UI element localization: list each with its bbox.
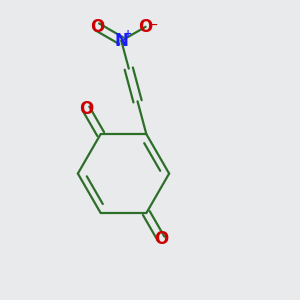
Text: O: O <box>90 18 104 36</box>
Text: O: O <box>154 230 168 247</box>
Text: −: − <box>149 20 158 29</box>
Text: N: N <box>114 32 128 50</box>
Text: O: O <box>138 18 153 36</box>
Text: +: + <box>124 29 132 39</box>
Text: O: O <box>79 100 93 118</box>
